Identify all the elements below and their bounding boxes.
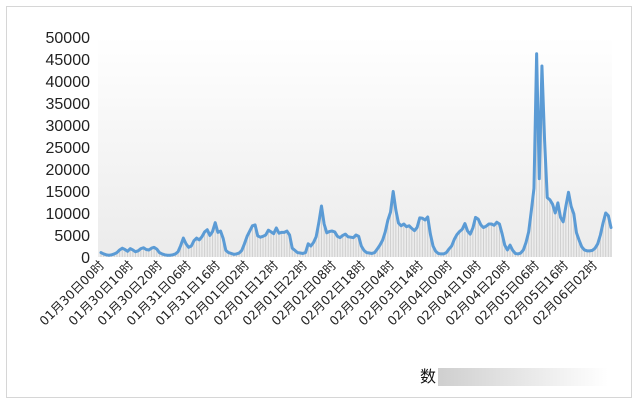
- x-axis-ticks: 01月30日00时01月30日10时01月30日20时01月31日06时01月3…: [36, 257, 600, 328]
- y-tick-label: 50000: [46, 30, 91, 47]
- legend: 数: [420, 367, 608, 386]
- y-tick-label: 40000: [46, 74, 91, 91]
- y-tick-label: 10000: [46, 206, 91, 223]
- y-tick-label: 0: [81, 250, 90, 267]
- y-tick-label: 35000: [46, 96, 91, 113]
- series-line: [99, 52, 613, 257]
- y-tick-label: 30000: [46, 118, 91, 135]
- y-tick-label: 25000: [46, 140, 91, 157]
- y-tick-label: 5000: [54, 228, 90, 245]
- y-tick-label: 15000: [46, 184, 91, 201]
- legend-label: 数: [420, 367, 436, 386]
- y-tick-label: 20000: [46, 162, 91, 179]
- legend-swatch: [438, 368, 608, 386]
- y-axis-ticks: 0 5000 10000 15000 20000 25000 30000 35000 40000…: [46, 30, 91, 267]
- plot-area: [98, 37, 612, 257]
- y-tick-label: 45000: [46, 52, 91, 69]
- value-drop-lines: [100, 53, 612, 257]
